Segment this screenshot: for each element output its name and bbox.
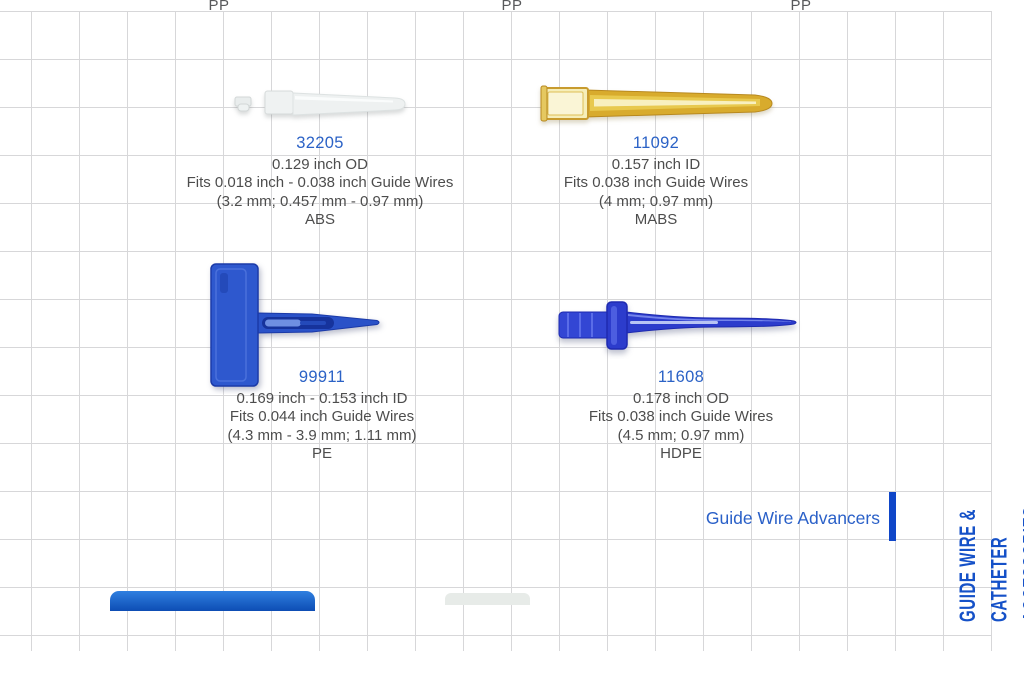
product-number: 11092 bbox=[632, 134, 680, 152]
product-image-32205 bbox=[225, 78, 415, 132]
product-spec: (4.5 mm; 0.97 mm) bbox=[617, 426, 745, 444]
material-label: PP bbox=[208, 0, 230, 14]
product-number: 99911 bbox=[298, 368, 346, 386]
product-spec: 0.169 inch - 0.153 inch ID bbox=[236, 389, 408, 407]
product-spec: (4 mm; 0.97 mm) bbox=[598, 192, 714, 210]
sidebar-chapter-text: GUIDE WIRE & CATHETER ACCESSORIES bbox=[955, 506, 1024, 622]
product-spec: Fits 0.038 inch Guide Wires bbox=[563, 174, 749, 191]
product-block-11092: 11092 0.157 inch ID Fits 0.038 inch Guid… bbox=[476, 134, 836, 230]
product-spec: ABS bbox=[304, 211, 335, 228]
product-spec: 0.129 inch OD bbox=[272, 155, 368, 173]
material-label: PP bbox=[501, 0, 523, 14]
product-spec: HDPE bbox=[660, 445, 702, 462]
product-block-11608: 11608 0.178 inch OD Fits 0.038 inch Guid… bbox=[501, 368, 861, 464]
catalog-page: { "page": { "material_labels": [ {"text"… bbox=[0, 0, 1024, 651]
product-spec: Fits 0.038 inch Guide Wires bbox=[588, 408, 774, 425]
product-spec: 0.157 inch ID bbox=[611, 155, 701, 173]
section-heading-bar bbox=[889, 492, 896, 541]
product-block-32205: 32205 0.129 inch OD Fits 0.018 inch - 0.… bbox=[140, 134, 500, 230]
product-spec: Fits 0.018 inch - 0.038 inch Guide Wires bbox=[186, 174, 454, 191]
product-spec: (4.3 mm - 3.9 mm; 1.11 mm) bbox=[227, 426, 417, 444]
grid-background bbox=[0, 11, 992, 651]
product-spec: MABS bbox=[634, 211, 678, 228]
product-spec: (3.2 mm; 0.457 mm - 0.97 mm) bbox=[216, 192, 424, 210]
product-block-99911: 99911 0.169 inch - 0.153 inch ID Fits 0.… bbox=[142, 368, 502, 464]
product-spec: PE bbox=[311, 445, 332, 462]
product-image-11092 bbox=[530, 78, 785, 132]
product-image-99911 bbox=[200, 258, 390, 394]
material-label: PP bbox=[790, 0, 812, 14]
product-spec: Fits 0.044 inch Guide Wires bbox=[229, 408, 415, 425]
partial-product-image-white bbox=[445, 593, 530, 605]
product-image-11608 bbox=[550, 295, 810, 359]
product-number: 32205 bbox=[296, 134, 344, 152]
product-number: 11608 bbox=[657, 368, 705, 386]
partial-product-image-blue bbox=[110, 591, 315, 611]
section-heading-guide-wire-advancers: Guide Wire Advancers bbox=[705, 508, 880, 528]
product-spec: 0.178 inch OD bbox=[633, 389, 729, 407]
